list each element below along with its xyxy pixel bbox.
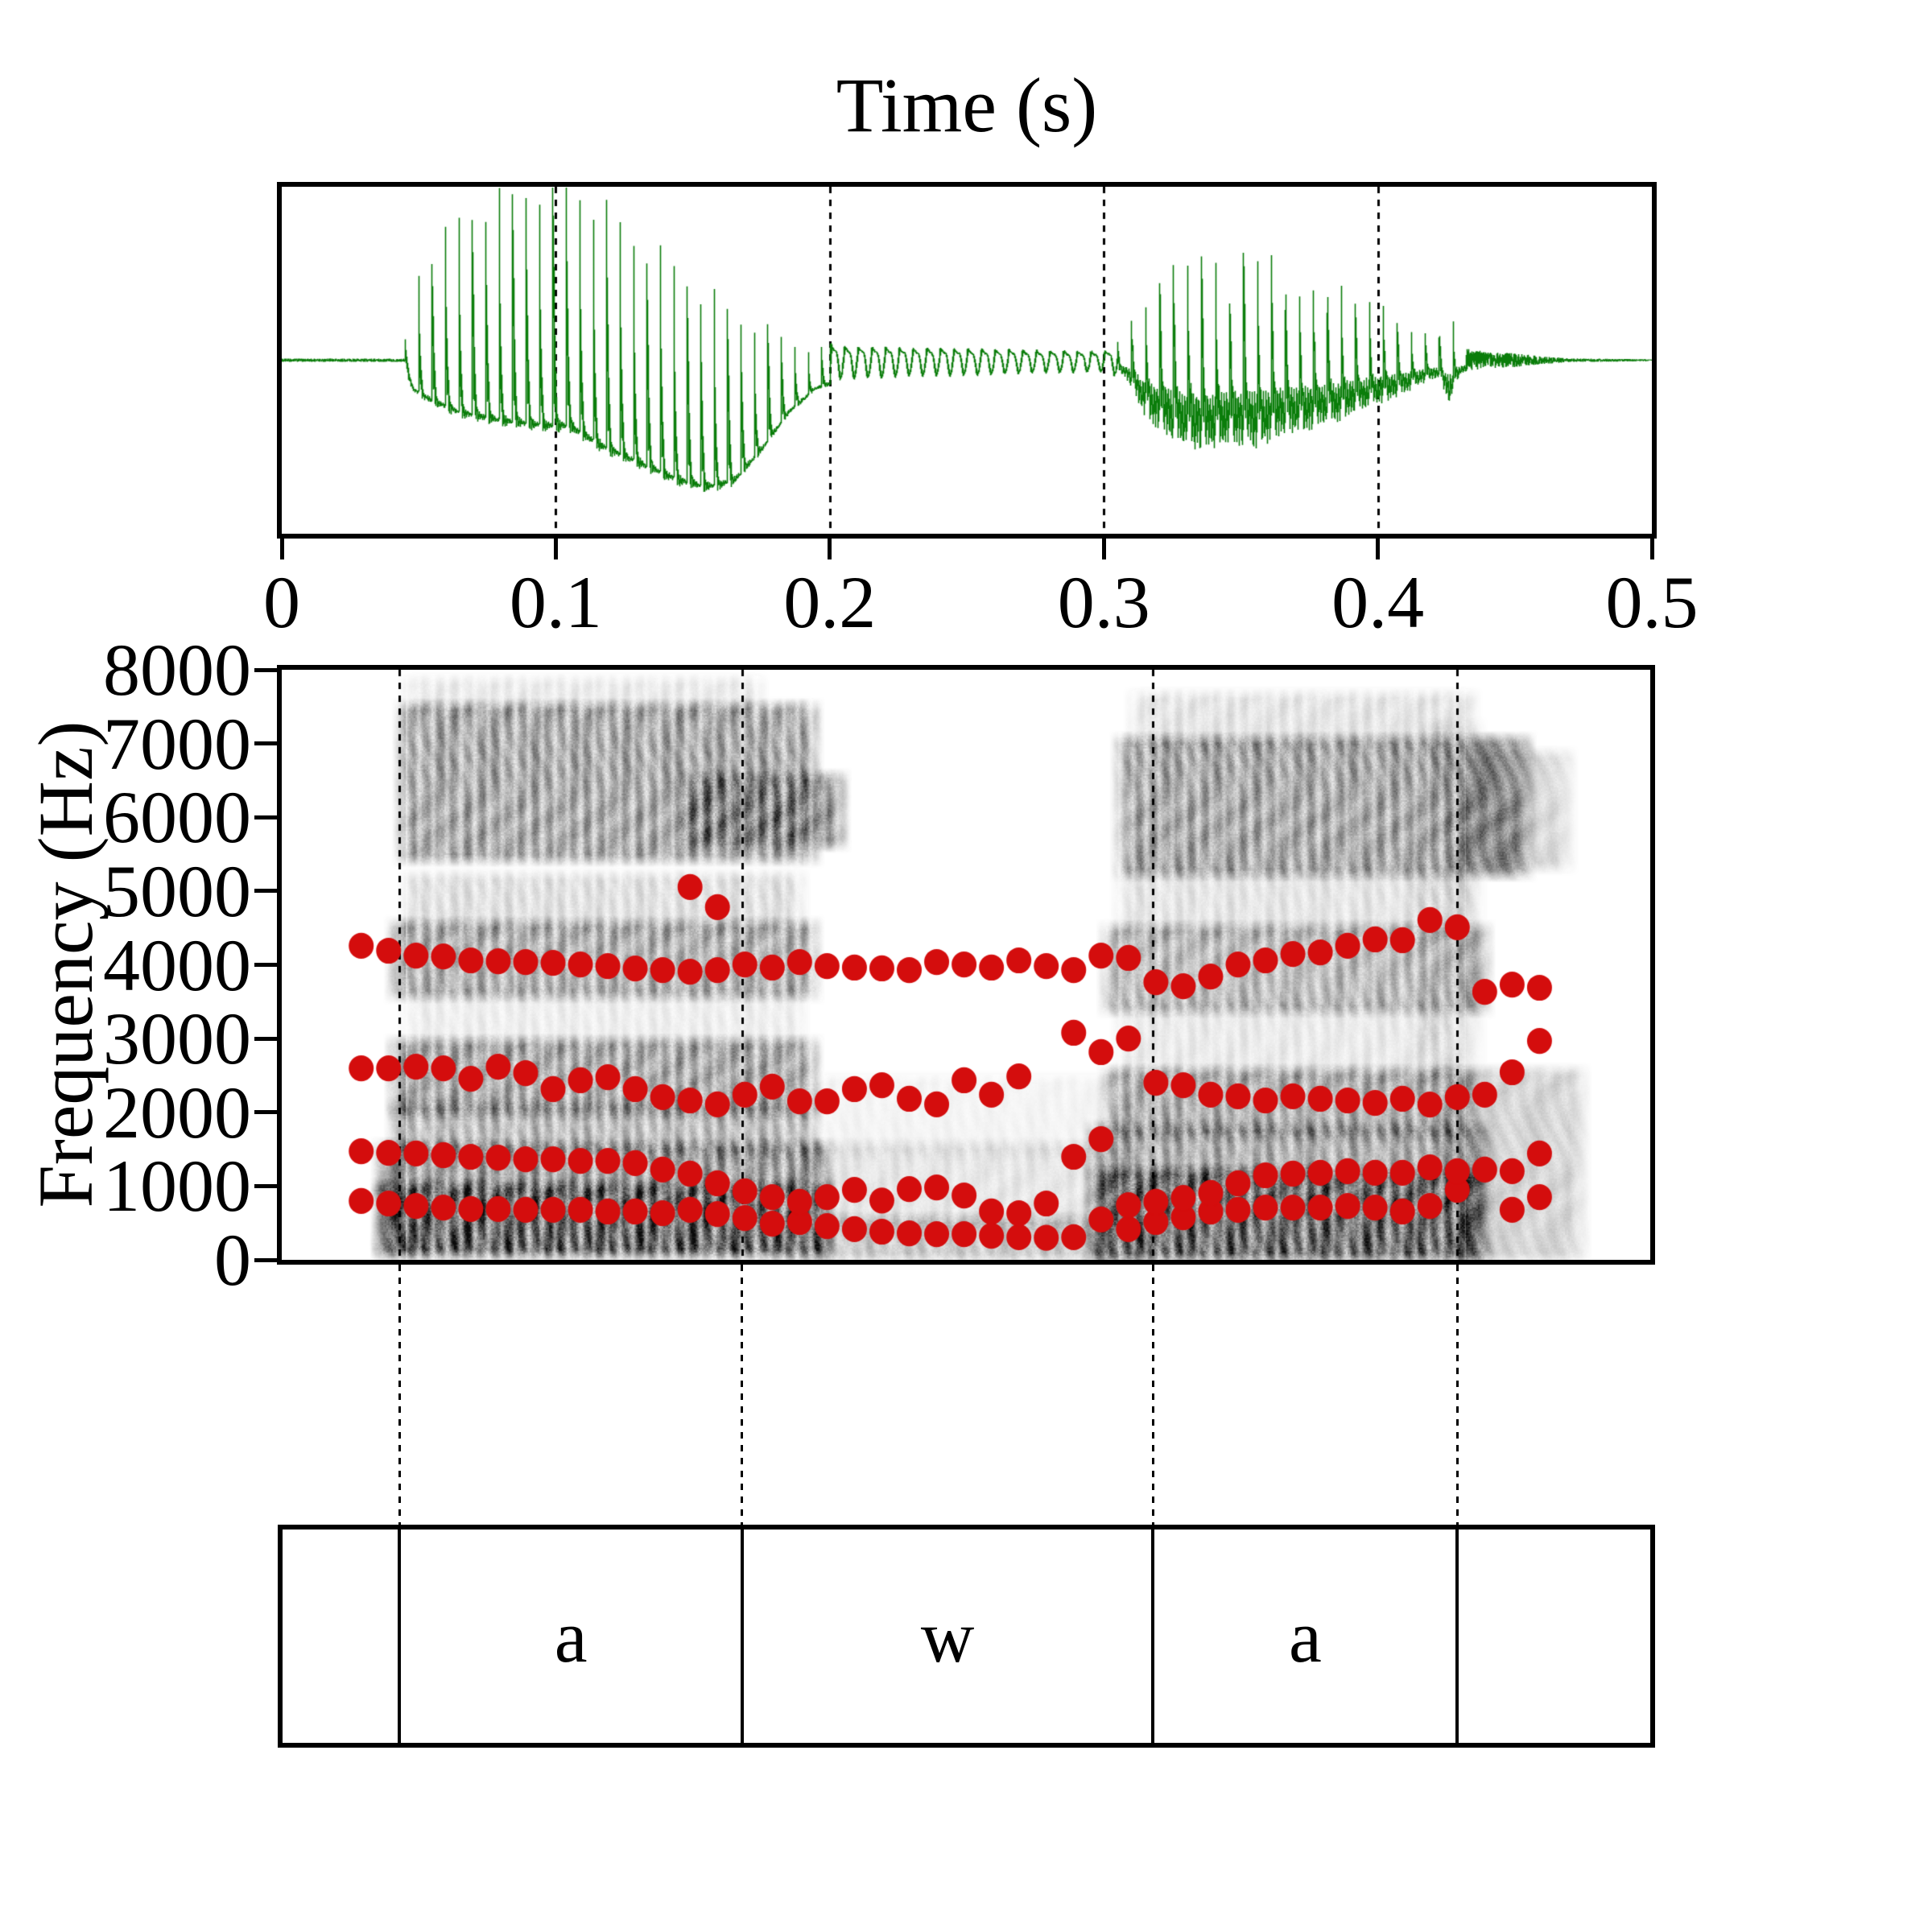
frequency-tick bbox=[254, 1183, 277, 1188]
segment-label: w bbox=[920, 1595, 975, 1678]
spectrogram-plot bbox=[282, 670, 1650, 1260]
time-tick bbox=[279, 539, 284, 559]
boundary-dotted-line bbox=[398, 1265, 401, 1525]
time-tick-label: 0.4 bbox=[1331, 561, 1425, 643]
tier-boundary-line bbox=[1455, 1530, 1459, 1743]
frequency-tick bbox=[254, 667, 277, 672]
time-tick bbox=[828, 539, 832, 559]
tier-boundary-line bbox=[1151, 1530, 1155, 1743]
frequency-tick bbox=[254, 815, 277, 819]
time-tick-label: 0.1 bbox=[509, 561, 602, 643]
frequency-tick-label: 6000 bbox=[103, 776, 251, 859]
frequency-tick-label: 8000 bbox=[103, 629, 251, 711]
tier-boundary-line bbox=[740, 1530, 744, 1743]
time-tick bbox=[553, 539, 558, 559]
time-tick bbox=[1376, 539, 1381, 559]
time-tick bbox=[1649, 539, 1654, 559]
frequency-tick bbox=[254, 889, 277, 894]
frequency-tick-label: 2000 bbox=[103, 1071, 251, 1154]
tier-boundary-line bbox=[398, 1530, 402, 1743]
frequency-tick-label: 0 bbox=[214, 1219, 251, 1301]
time-tick-label: 0.5 bbox=[1605, 561, 1699, 643]
time-tick-label: 0.2 bbox=[783, 561, 877, 643]
time-tick bbox=[1101, 539, 1106, 559]
time-tick-label: 0 bbox=[263, 561, 300, 643]
segment-label: a bbox=[1288, 1595, 1322, 1678]
frequency-tick-label: 1000 bbox=[103, 1145, 251, 1228]
segment-label: a bbox=[554, 1595, 588, 1678]
frequency-tick-label: 5000 bbox=[103, 849, 251, 932]
frequency-tick bbox=[254, 963, 277, 967]
boundary-dotted-line bbox=[741, 1265, 744, 1525]
frequency-tick-label: 3000 bbox=[103, 997, 251, 1080]
time-tick-label: 0.3 bbox=[1057, 561, 1150, 643]
boundary-dotted-line bbox=[1151, 1265, 1154, 1525]
boundary-dotted-line bbox=[1455, 1265, 1459, 1525]
frequency-tick bbox=[254, 1110, 277, 1115]
frequency-tick-label: 4000 bbox=[103, 923, 251, 1006]
frequency-tick bbox=[254, 741, 277, 746]
waveform-plot bbox=[282, 187, 1652, 534]
frequency-tick bbox=[254, 1036, 277, 1041]
frequency-tick-label: 7000 bbox=[103, 702, 251, 785]
frequency-tick bbox=[254, 1257, 277, 1262]
time-axis-title: Time (s) bbox=[836, 62, 1098, 148]
